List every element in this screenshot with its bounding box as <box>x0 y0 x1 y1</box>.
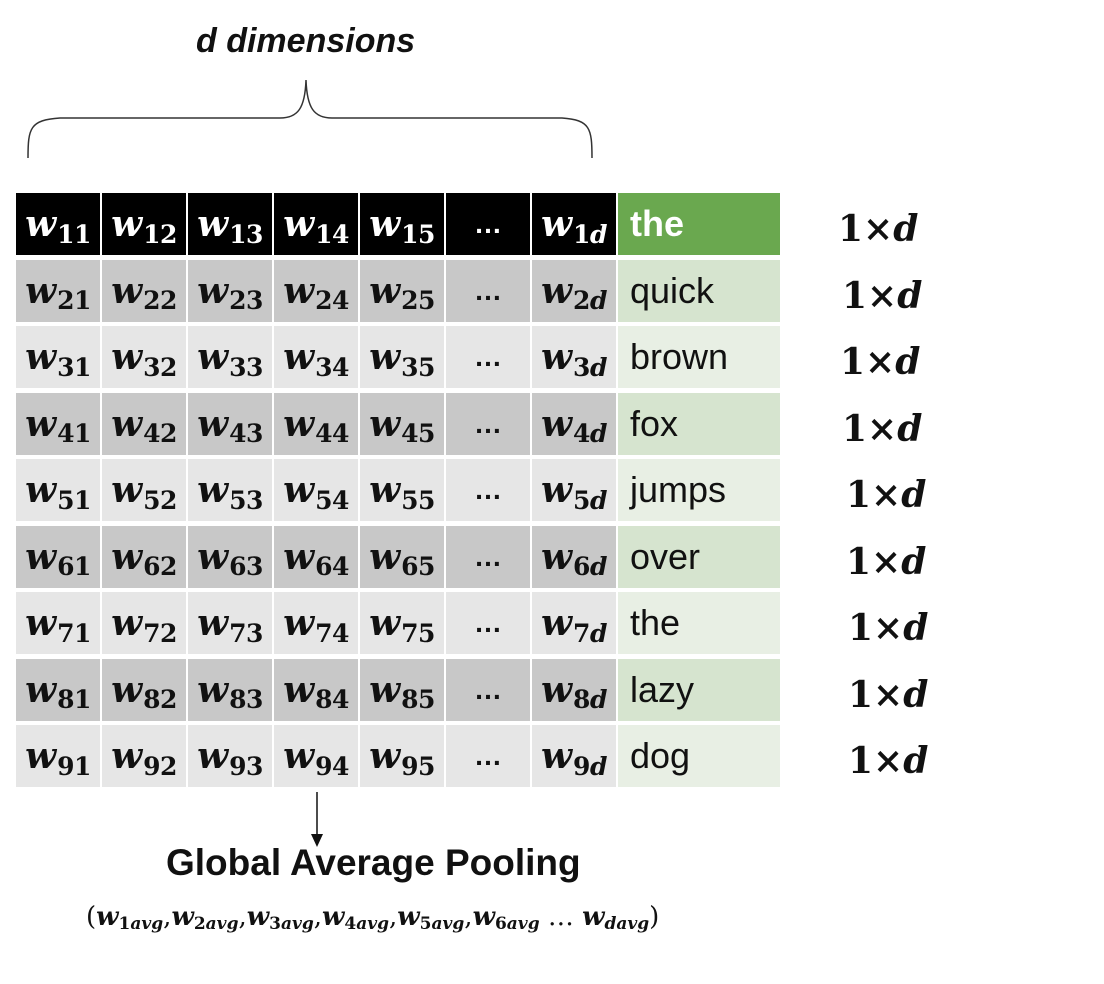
dimension-label: 1×d <box>848 607 929 649</box>
weight-cell: w 24 <box>274 259 358 322</box>
dimension-label: 1×d <box>838 208 919 250</box>
weight-cell: w 84 <box>274 658 358 721</box>
weight-cell: w 9d <box>532 725 616 787</box>
matrix-row: w 31 w 32 w 33 w 34 w 35… w 3d brown <box>16 326 780 388</box>
word-label: the <box>618 592 780 654</box>
pooling-formula: (w1avg,w2avg,w3avg,w4avg,w5avg,w6avg … w… <box>86 902 660 934</box>
weight-cell: w 51 <box>16 459 100 521</box>
weight-cell: w 11 <box>16 193 100 255</box>
word-label: fox <box>618 392 780 455</box>
word-label: quick <box>618 259 780 322</box>
word-label: the <box>618 193 780 255</box>
word-label: brown <box>618 326 780 388</box>
weight-cell: w 92 <box>102 725 186 787</box>
weight-cell: w 12 <box>102 193 186 255</box>
weight-cell: w 4d <box>532 392 616 455</box>
matrix-row: w 51 w 52 w 53 w 54 w 55… w 5d jumps <box>16 459 780 521</box>
weight-cell: w 72 <box>102 592 186 654</box>
word-label: lazy <box>618 658 780 721</box>
word-label: over <box>618 525 780 588</box>
weight-cell: w 35 <box>360 326 444 388</box>
weight-cell: w 91 <box>16 725 100 787</box>
weight-cell: w 6d <box>532 525 616 588</box>
matrix-row: w 41 w 42 w 43 w 44 w 45… w 4d fox <box>16 392 780 455</box>
word-label: dog <box>618 725 780 787</box>
weight-cell: w 74 <box>274 592 358 654</box>
weight-cell: w 1d <box>532 193 616 255</box>
dimension-label: 1×d <box>848 673 929 716</box>
ellipsis-cell: … <box>446 592 530 654</box>
weight-cell: w 3d <box>532 326 616 388</box>
weight-cell: w 75 <box>360 592 444 654</box>
weight-cell: w 34 <box>274 326 358 388</box>
weight-cell: w 65 <box>360 525 444 588</box>
weight-cell: w 73 <box>188 592 272 654</box>
ellipsis-cell: … <box>446 725 530 787</box>
weight-cell: w 31 <box>16 326 100 388</box>
weight-cell: w 15 <box>360 193 444 255</box>
weight-cell: w 63 <box>188 525 272 588</box>
ellipsis-cell: … <box>446 392 530 455</box>
weight-cell: w 33 <box>188 326 272 388</box>
weight-cell: w 62 <box>102 525 186 588</box>
weight-cell: w 95 <box>360 725 444 787</box>
ellipsis-cell: … <box>446 525 530 588</box>
dimension-brace <box>27 79 593 159</box>
ellipsis-cell: … <box>446 259 530 322</box>
weight-cell: w 25 <box>360 259 444 322</box>
header-row: w 11 w 12 w 13 w 14 w 15… w 1d the <box>16 193 780 255</box>
weight-cell: w 2d <box>532 259 616 322</box>
weight-cell: w 53 <box>188 459 272 521</box>
weight-cell: w 52 <box>102 459 186 521</box>
weight-cell: w 71 <box>16 592 100 654</box>
weight-cell: w 61 <box>16 525 100 588</box>
weight-cell: w 64 <box>274 525 358 588</box>
weight-cell: w 83 <box>188 658 272 721</box>
weight-cell: w 42 <box>102 392 186 455</box>
dimension-label: 1×d <box>846 474 927 516</box>
dimension-label: 1×d <box>842 274 923 317</box>
matrix-row: w 71 w 72 w 73 w 74 w 75… w 7d the <box>16 592 780 654</box>
matrix-row: w 81 w 82 w 83 w 84 w 85… w 8d lazy <box>16 658 780 721</box>
weight-cell: w 5d <box>532 459 616 521</box>
weight-cell: w 22 <box>102 259 186 322</box>
weight-cell: w 14 <box>274 193 358 255</box>
weight-cell: w 23 <box>188 259 272 322</box>
weight-cell: w 94 <box>274 725 358 787</box>
weight-cell: w 82 <box>102 658 186 721</box>
weight-cell: w 43 <box>188 392 272 455</box>
weight-cell: w 32 <box>102 326 186 388</box>
word-label: jumps <box>618 459 780 521</box>
matrix-row: w 21 w 22 w 23 w 24 w 25… w 2d quick <box>16 259 780 322</box>
ellipsis-cell: … <box>446 658 530 721</box>
weight-cell: w 21 <box>16 259 100 322</box>
weight-cell: w 85 <box>360 658 444 721</box>
weight-cell: w 7d <box>532 592 616 654</box>
weight-cell: w 8d <box>532 658 616 721</box>
weight-cell: w 54 <box>274 459 358 521</box>
weight-cell: w 81 <box>16 658 100 721</box>
dimension-label: 1×d <box>840 341 921 383</box>
weight-cell: w 44 <box>274 392 358 455</box>
dimension-label: 1×d <box>848 740 929 782</box>
ellipsis-cell: … <box>446 459 530 521</box>
diagram-title: d dimensions <box>196 22 416 60</box>
weight-cell: w 13 <box>188 193 272 255</box>
weight-cell: w 55 <box>360 459 444 521</box>
weight-cell: w 41 <box>16 392 100 455</box>
embedding-matrix: w 11 w 12 w 13 w 14 w 15… w 1d the w 21 w 22 w 23 w 24 w 25… w 2… <box>16 193 780 792</box>
weight-cell: w 45 <box>360 392 444 455</box>
matrix-row: w 91 w 92 w 93 w 94 w 95… w 9d dog <box>16 725 780 787</box>
dimension-label: 1×d <box>846 540 927 583</box>
pooling-label: Global Average Pooling <box>166 842 581 883</box>
ellipsis-cell: … <box>446 326 530 388</box>
ellipsis-cell: … <box>446 193 530 255</box>
matrix-row: w 61 w 62 w 63 w 64 w 65… w 6d over <box>16 525 780 588</box>
weight-cell: w 93 <box>188 725 272 787</box>
dimension-label: 1×d <box>842 407 923 450</box>
